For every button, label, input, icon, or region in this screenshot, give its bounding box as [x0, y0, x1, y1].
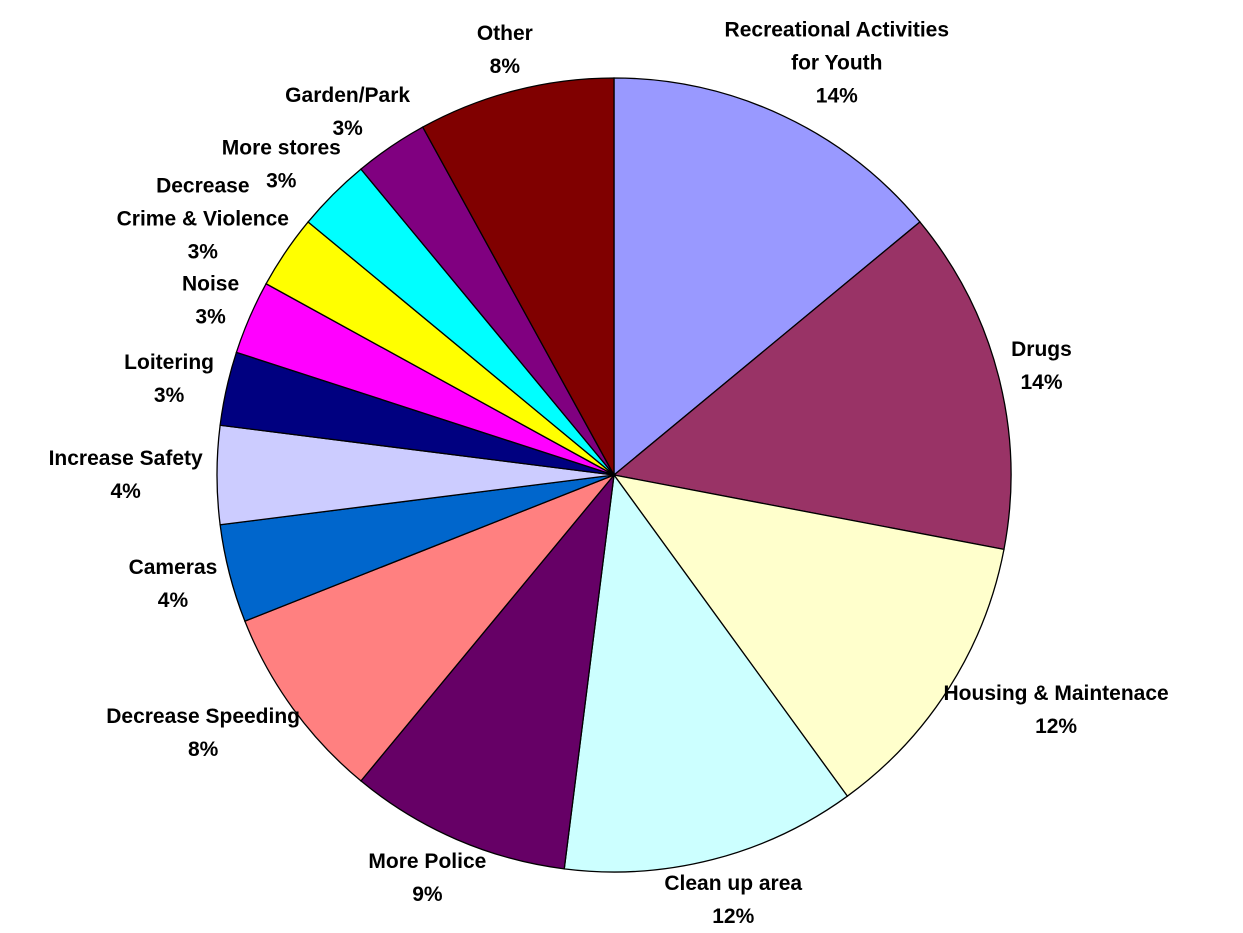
slice-label: More Police 9% [368, 850, 486, 906]
category-label: Other [477, 22, 533, 45]
category-label: More stores [222, 137, 341, 160]
value-label: 3% [332, 117, 363, 140]
slice-label: Drugs 14% [1011, 338, 1072, 394]
pie-slice [612, 474, 1005, 798]
slice-label: Cameras 4% [129, 556, 218, 612]
category-label: Decrease Crime & Violence [117, 174, 289, 230]
value-label: 3% [188, 240, 219, 263]
value-label: 3% [195, 306, 226, 329]
slice-label: More stores 3% [222, 137, 341, 193]
label-line: for Youth [791, 51, 882, 74]
value-label: 8% [490, 55, 521, 78]
category-label: Garden/Park [285, 84, 410, 107]
slice-label: Clean up area 12% [664, 872, 802, 928]
label-line: Garden/Park [285, 84, 410, 107]
label-line: Drugs [1011, 338, 1072, 361]
slice-label: Other 8% [477, 22, 533, 78]
category-label: Noise [182, 273, 239, 296]
pie-slice [612, 221, 1012, 551]
slice-label: Housing & Maintenace 12% [943, 682, 1168, 738]
slice-label: Increase Safety 4% [49, 447, 203, 503]
category-label: Drugs [1011, 338, 1072, 361]
label-line: Increase Safety [49, 447, 203, 470]
slice-label: Noise 3% [182, 273, 239, 329]
value-label: 12% [712, 905, 754, 928]
label-line: More Police [368, 850, 486, 873]
label-line: Crime & Violence [117, 207, 289, 230]
label-line: Loitering [124, 351, 214, 374]
label-line: Other [477, 22, 533, 45]
value-label: 14% [816, 84, 858, 107]
value-label: 14% [1020, 371, 1062, 394]
label-line: Noise [182, 273, 239, 296]
value-label: 4% [110, 480, 141, 503]
value-label: 12% [1035, 715, 1077, 738]
value-label: 9% [412, 883, 443, 906]
label-line: More stores [222, 137, 341, 160]
slice-label: Decrease Crime & Violence 3% [117, 174, 289, 263]
category-label: Recreational Activities for Youth [725, 18, 949, 74]
slice-label: Recreational Activities for Youth 14% [725, 18, 949, 107]
label-line: Clean up area [664, 872, 802, 895]
label-line: Recreational Activities [725, 18, 949, 41]
value-label: 8% [188, 738, 219, 761]
category-label: Housing & Maintenace [943, 682, 1168, 705]
pie-slice [421, 77, 615, 476]
slice-label: Garden/Park 3% [285, 84, 410, 140]
label-line: Cameras [129, 556, 218, 579]
label-line: Decrease Speeding [106, 705, 300, 728]
pie-slice [563, 473, 849, 873]
category-label: Decrease Speeding [106, 705, 300, 728]
value-label: 3% [266, 170, 297, 193]
category-label: Cameras [129, 556, 218, 579]
slice-label: Loitering 3% [124, 351, 214, 407]
value-label: 3% [154, 384, 185, 407]
category-label: Clean up area [664, 872, 802, 895]
pie-slice [360, 472, 615, 870]
value-label: 4% [158, 589, 189, 612]
category-label: Loitering [124, 351, 214, 374]
category-label: More Police [368, 850, 486, 873]
label-line: Housing & Maintenace [943, 682, 1168, 705]
pie-slice [244, 474, 615, 782]
slice-label: Decrease Speeding 8% [106, 705, 300, 761]
pie-slice [613, 77, 921, 477]
label-line: Decrease [156, 174, 249, 197]
category-label: Increase Safety [49, 447, 203, 470]
